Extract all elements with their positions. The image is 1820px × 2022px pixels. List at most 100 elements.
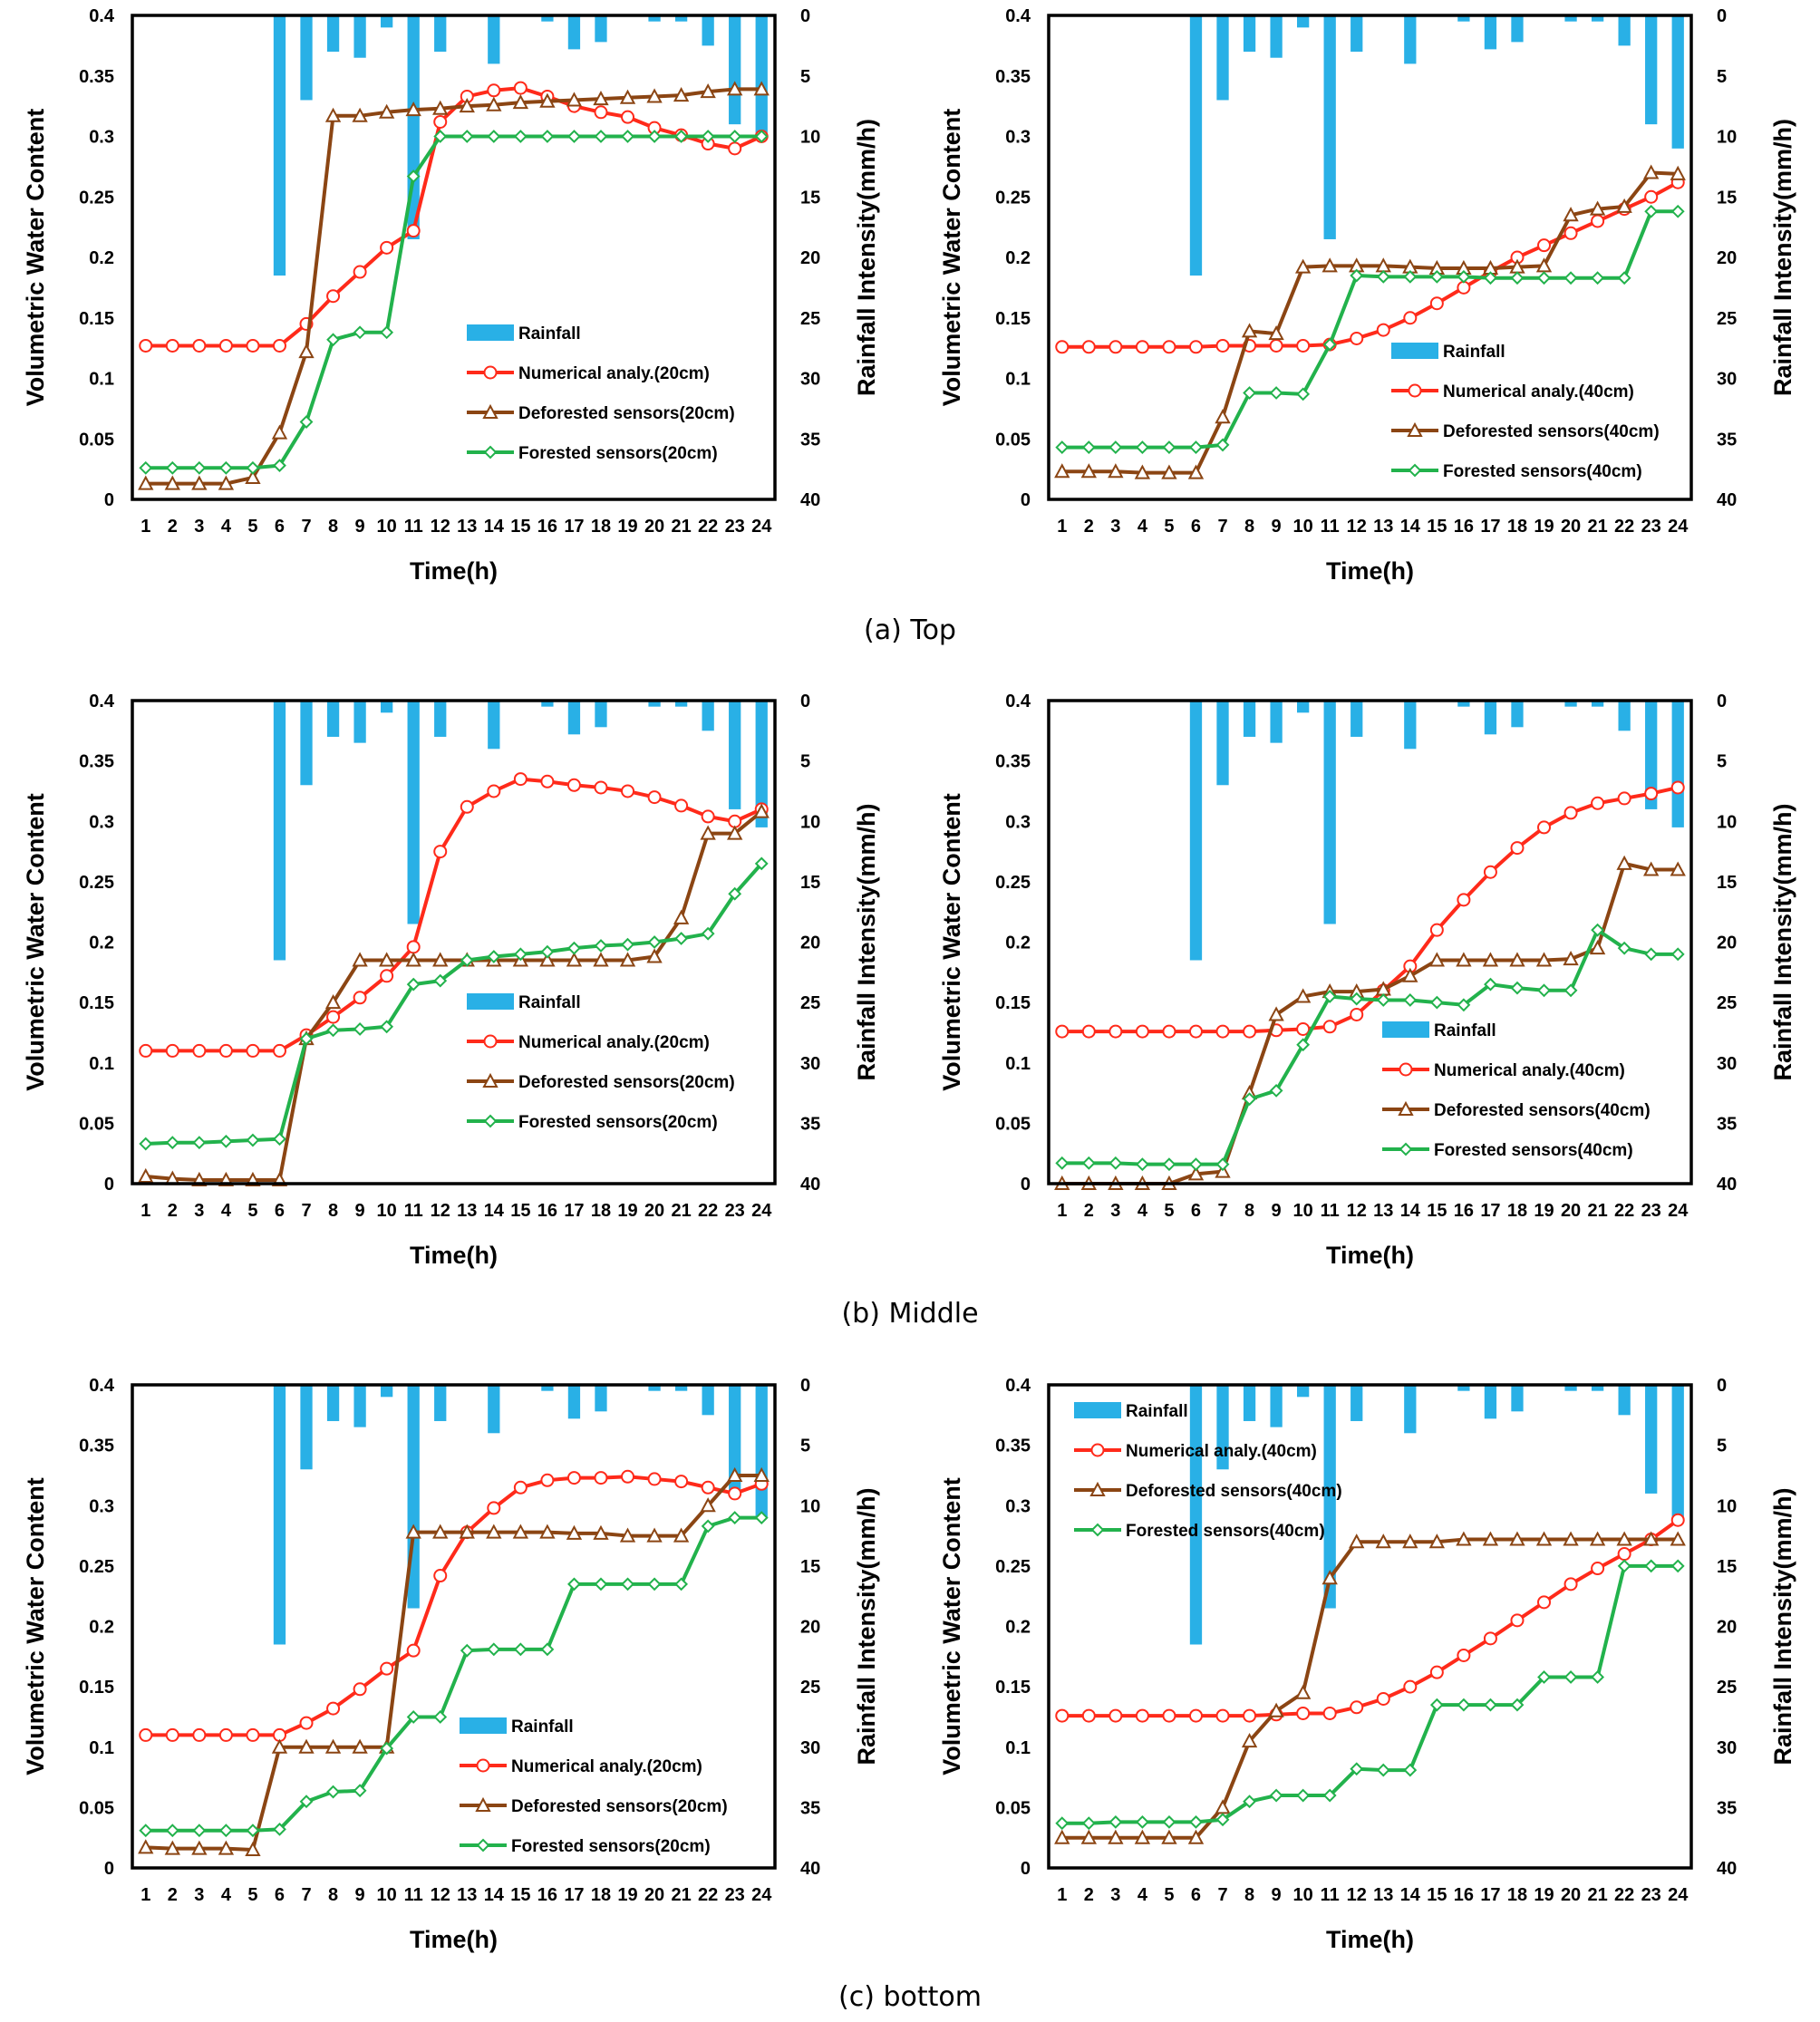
marker-forested xyxy=(1162,1157,1176,1172)
marker-forested xyxy=(1081,1156,1096,1170)
series-line-deforested xyxy=(1061,1537,1679,1840)
y-tick-label: 0.4 xyxy=(1005,6,1031,26)
legend-swatch-rainfall xyxy=(460,1717,507,1734)
legend-label-deforested: Deforested sensors(40cm) xyxy=(1443,422,1660,441)
legend-marker-forested xyxy=(483,1114,498,1128)
rainfall-bar xyxy=(1511,1385,1524,1412)
x-tick-label: 5 xyxy=(1164,517,1174,537)
marker-numerical xyxy=(1162,1024,1176,1039)
marker-forested xyxy=(460,953,474,967)
legend-marker-forested xyxy=(1090,1523,1105,1537)
series-line-forested xyxy=(1061,928,1679,1166)
y-axis-title: Volumetric Water Content xyxy=(938,793,965,1091)
marker-forested xyxy=(1537,1670,1551,1684)
y2-tick-label: 5 xyxy=(1717,67,1727,87)
rainfall-bar xyxy=(434,1385,447,1421)
marker-numerical xyxy=(1563,226,1578,240)
x-tick-label: 4 xyxy=(221,517,232,537)
marker-numerical xyxy=(566,778,581,792)
y-tick-label: 0.2 xyxy=(89,248,114,268)
marker-deforested xyxy=(1321,257,1338,273)
marker-numerical xyxy=(1457,1648,1471,1662)
y2-tick-label: 40 xyxy=(800,1859,820,1879)
y2-tick-label: 25 xyxy=(1717,1678,1737,1698)
y2-tick-label: 0 xyxy=(1717,1376,1727,1396)
x-tick-label: 9 xyxy=(1272,1885,1282,1905)
legend: Rainfall Numerical analy.(40cm) Deforested… xyxy=(1382,1021,1651,1160)
rainfall-bar xyxy=(273,701,286,961)
marker-forested xyxy=(1644,204,1659,218)
marker-forested xyxy=(1403,269,1418,284)
rainfall-bar xyxy=(729,701,741,809)
x-tick-label: 7 xyxy=(1217,517,1227,537)
y2-tick-label: 15 xyxy=(1717,873,1737,893)
x-tick-label: 7 xyxy=(1217,1201,1227,1221)
y2-tick-label: 0 xyxy=(800,6,810,26)
marker-deforested xyxy=(1294,988,1312,1003)
x-tick-label: 9 xyxy=(355,1885,365,1905)
y2-tick-label: 30 xyxy=(800,370,820,390)
marker-numerical xyxy=(165,338,179,353)
marker-forested xyxy=(1376,993,1390,1007)
rainfall-bar xyxy=(434,15,447,53)
marker-numerical xyxy=(326,1010,341,1024)
legend-swatch-rainfall xyxy=(1074,1402,1121,1418)
marker-deforested xyxy=(432,100,449,115)
marker-forested xyxy=(1484,977,1497,992)
x-tick-label: 12 xyxy=(431,1885,450,1905)
x-tick-label: 14 xyxy=(484,1885,505,1905)
rainfall-bar xyxy=(1645,15,1658,125)
legend: Rainfall Numerical analy.(20cm) Deforested… xyxy=(460,1717,728,1856)
marker-deforested xyxy=(539,952,556,967)
marker-numerical xyxy=(1162,1708,1176,1723)
marker-numerical xyxy=(594,105,608,120)
marker-numerical xyxy=(380,1661,394,1676)
marker-forested xyxy=(1644,947,1659,962)
x-tick-label: 24 xyxy=(1668,1201,1689,1221)
rainfall-bar xyxy=(1323,1385,1336,1609)
rainfall-bar xyxy=(1296,701,1310,713)
marker-numerical xyxy=(272,1043,286,1058)
marker-forested xyxy=(1135,1814,1149,1829)
marker-forested xyxy=(1269,386,1283,400)
marker-numerical xyxy=(246,1727,260,1742)
marker-forested xyxy=(165,1824,179,1838)
rainfall-bar xyxy=(1323,15,1336,239)
y2-tick-label: 5 xyxy=(800,1437,810,1456)
marker-forested xyxy=(1429,995,1444,1010)
y-axis-title: Volumetric Water Content xyxy=(938,109,965,407)
x-tick-label: 23 xyxy=(1641,517,1661,537)
x-tick-label: 24 xyxy=(1668,517,1689,537)
legend-marker-numerical xyxy=(1408,383,1422,398)
marker-deforested xyxy=(1456,952,1472,967)
marker-forested xyxy=(460,1643,474,1658)
marker-numerical xyxy=(460,799,474,814)
rainfall-bar xyxy=(567,1385,581,1419)
marker-forested xyxy=(487,950,501,963)
marker-deforested xyxy=(1563,951,1579,966)
y2-tick-label: 40 xyxy=(1717,490,1737,510)
marker-deforested xyxy=(1054,463,1070,479)
marker-numerical xyxy=(1617,1547,1631,1562)
marker-forested xyxy=(380,325,394,340)
y-tick-label: 0.35 xyxy=(995,1437,1031,1456)
marker-numerical xyxy=(406,224,421,238)
legend-swatch-rainfall xyxy=(467,324,514,341)
marker-forested xyxy=(1243,1092,1256,1107)
marker-numerical xyxy=(1350,1007,1364,1021)
marker-forested xyxy=(139,1137,153,1151)
marker-numerical xyxy=(1591,796,1605,810)
marker-numerical xyxy=(647,1472,662,1486)
rainfall-bar xyxy=(1671,15,1684,149)
marker-forested xyxy=(1215,438,1230,452)
x-tick-label: 21 xyxy=(671,1201,691,1221)
y-tick-label: 0.35 xyxy=(79,67,114,87)
marker-forested xyxy=(299,415,314,429)
x-tick-label: 20 xyxy=(1561,517,1581,537)
x-tick-label: 13 xyxy=(1373,517,1393,537)
marker-numerical xyxy=(353,1682,367,1697)
marker-numerical xyxy=(1510,1613,1525,1628)
marker-deforested xyxy=(432,1524,449,1539)
marker-deforested xyxy=(378,952,395,967)
